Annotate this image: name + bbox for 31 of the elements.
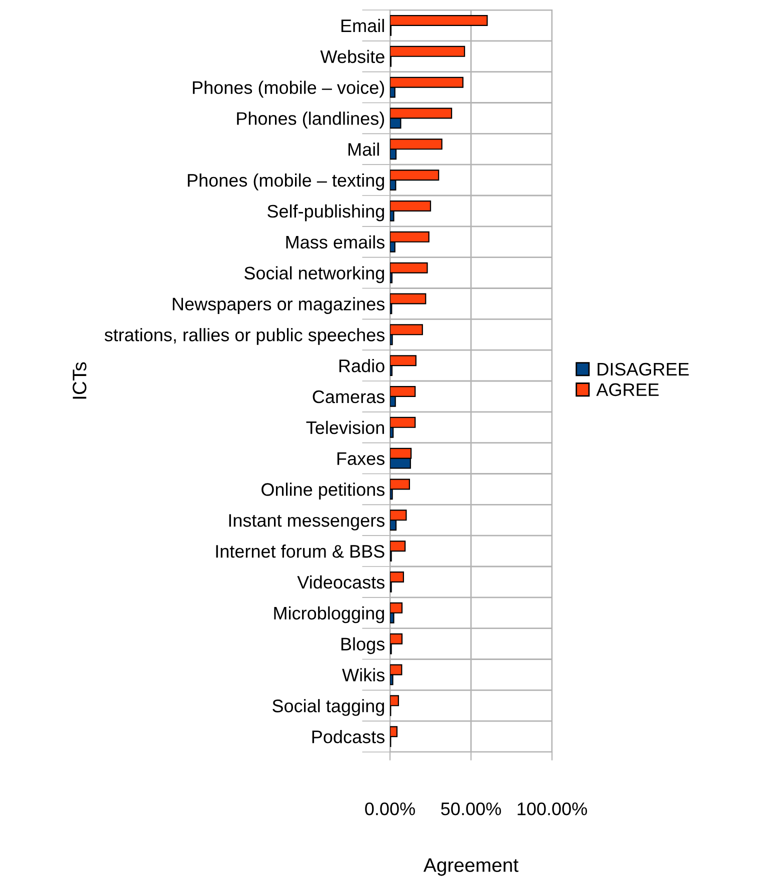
y-tick-label: Radio	[339, 359, 384, 372]
x-tick-label: 0.00%	[365, 802, 415, 816]
legend-label: AGREE	[596, 383, 659, 396]
y-tick-label: Social networking	[244, 266, 384, 284]
y-tick-label: Television	[306, 420, 384, 434]
y-tick-label: Phones (mobile – texting	[188, 174, 384, 190]
y-tick-label: Videocasts	[297, 575, 384, 589]
x-tick-label: 50.00%	[441, 802, 501, 816]
y-tick-label: Internet forum & BBS	[216, 544, 384, 558]
y-tick-label: Website	[320, 50, 384, 64]
y-tick-label: Cameras	[312, 390, 384, 404]
y-tick-label: Newspapers or magazines	[172, 297, 384, 314]
legend-label: DISAGREE	[598, 362, 689, 376]
y-tick-label: Faxes	[337, 452, 384, 466]
y-axis-title: ICTs	[72, 362, 86, 399]
y-tick-label: Phones (mobile – voice)	[192, 80, 384, 98]
y-tick-label: strations, rallies or public speeches	[104, 328, 385, 345]
y-tick-label: Blogs	[341, 637, 384, 654]
y-tick-label: Wikis	[342, 668, 384, 682]
y-tick-label: Mass emails	[286, 235, 384, 249]
x-axis-title: Agreement	[423, 858, 518, 876]
y-tick-label: Podcasts	[312, 730, 384, 744]
y-tick-label: Instant messengers	[229, 514, 384, 530]
y-tick-label: Email	[341, 18, 384, 32]
y-tick-label: Self-publishing	[268, 204, 384, 222]
y-tick-label: Online petitions	[262, 482, 384, 500]
y-tick-label: Mail	[348, 142, 379, 156]
y-tick-label: Phones (landlines)	[237, 112, 384, 128]
y-tick-label: Social tagging	[272, 699, 384, 716]
y-tick-label: Microblogging	[274, 606, 384, 624]
x-tick-label: 100.00%	[518, 802, 587, 816]
